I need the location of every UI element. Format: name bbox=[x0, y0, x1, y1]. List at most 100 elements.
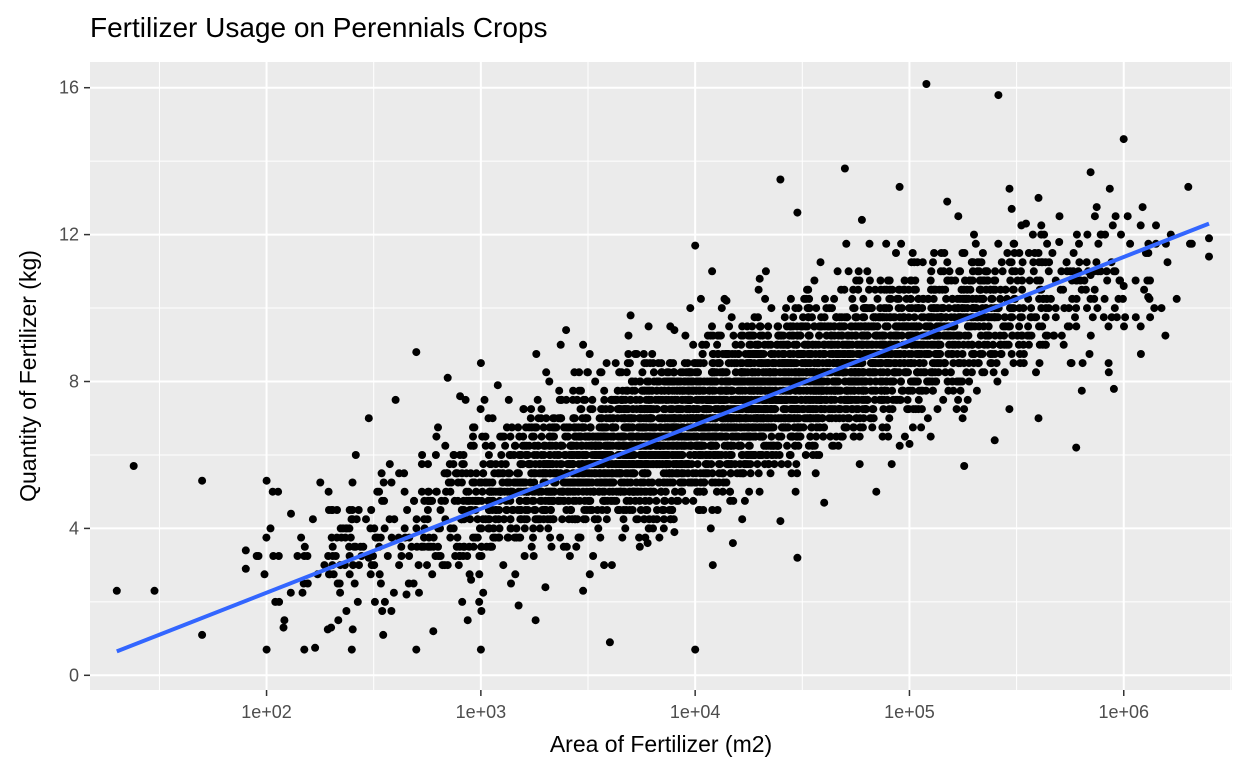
data-point bbox=[1205, 252, 1213, 261]
data-point bbox=[1082, 258, 1091, 267]
data-point bbox=[1041, 313, 1050, 322]
data-point bbox=[766, 377, 775, 386]
data-point bbox=[666, 405, 674, 414]
data-point bbox=[519, 405, 528, 414]
data-point bbox=[965, 276, 974, 285]
data-point bbox=[1009, 239, 1018, 248]
data-point bbox=[515, 496, 524, 505]
data-point bbox=[556, 414, 565, 423]
data-point bbox=[848, 294, 857, 303]
data-point bbox=[782, 304, 791, 313]
data-point bbox=[487, 460, 496, 469]
data-point bbox=[1051, 313, 1060, 322]
data-point bbox=[1034, 414, 1043, 423]
data-point bbox=[815, 451, 824, 459]
data-point bbox=[886, 331, 895, 340]
data-point bbox=[397, 542, 406, 551]
data-point bbox=[936, 359, 945, 368]
data-point bbox=[600, 561, 609, 570]
data-point bbox=[841, 313, 849, 322]
data-point bbox=[872, 487, 881, 496]
data-point bbox=[881, 359, 890, 368]
data-point bbox=[863, 395, 872, 404]
data-point bbox=[568, 515, 577, 524]
data-point bbox=[390, 515, 399, 524]
data-point bbox=[608, 414, 617, 423]
data-point bbox=[555, 386, 564, 395]
data-point bbox=[342, 607, 351, 615]
data-point bbox=[546, 506, 555, 514]
data-point bbox=[895, 313, 904, 322]
data-point bbox=[624, 350, 633, 358]
data-point bbox=[575, 368, 584, 377]
data-point bbox=[531, 423, 540, 432]
data-point bbox=[661, 414, 670, 423]
data-point bbox=[418, 451, 427, 459]
data-point bbox=[297, 533, 306, 542]
data-point bbox=[541, 583, 550, 592]
data-point bbox=[1109, 384, 1118, 393]
data-point bbox=[890, 368, 899, 377]
data-point bbox=[865, 239, 874, 248]
data-point bbox=[633, 432, 642, 441]
data-point bbox=[562, 326, 571, 335]
data-point bbox=[805, 304, 814, 313]
data-point bbox=[502, 506, 511, 514]
data-point bbox=[524, 460, 533, 469]
data-point bbox=[756, 432, 765, 441]
data-point bbox=[1104, 359, 1113, 368]
data-point bbox=[597, 414, 606, 423]
data-point bbox=[280, 616, 289, 625]
data-point bbox=[872, 331, 881, 340]
data-point bbox=[944, 386, 953, 395]
data-point bbox=[715, 386, 724, 395]
data-point bbox=[1086, 331, 1095, 340]
data-point bbox=[1055, 238, 1064, 246]
data-point bbox=[1072, 230, 1081, 239]
data-point bbox=[780, 368, 789, 377]
data-point bbox=[594, 487, 603, 496]
data-point bbox=[731, 460, 739, 469]
data-point bbox=[691, 469, 700, 478]
data-point bbox=[819, 432, 828, 441]
data-point bbox=[347, 645, 356, 654]
data-point bbox=[549, 414, 558, 423]
data-point bbox=[1057, 331, 1066, 340]
data-points bbox=[112, 80, 1213, 654]
data-point bbox=[899, 285, 908, 294]
data-point bbox=[523, 506, 532, 514]
data-point bbox=[453, 533, 462, 542]
data-point bbox=[615, 506, 624, 514]
data-point bbox=[379, 630, 388, 639]
data-point bbox=[507, 423, 516, 432]
data-point bbox=[665, 377, 674, 386]
data-point bbox=[425, 533, 433, 542]
data-point bbox=[657, 386, 666, 395]
data-point bbox=[731, 340, 740, 349]
data-point bbox=[262, 476, 271, 485]
axes: 1e+02 1e+03 1e+04 1e+05 1e+06 0 4 8 12 16 bbox=[59, 78, 1149, 722]
data-point bbox=[1078, 359, 1087, 368]
data-point bbox=[926, 432, 935, 441]
data-point bbox=[958, 294, 967, 303]
data-point bbox=[1005, 405, 1014, 414]
data-point bbox=[676, 478, 684, 487]
data-point bbox=[948, 350, 957, 358]
data-point bbox=[886, 350, 895, 358]
data-point bbox=[581, 515, 590, 524]
data-point bbox=[870, 322, 879, 331]
data-point bbox=[903, 405, 912, 414]
data-point bbox=[985, 313, 994, 322]
data-point bbox=[965, 377, 974, 386]
data-point bbox=[836, 405, 845, 414]
data-point bbox=[348, 625, 357, 634]
data-point bbox=[943, 197, 952, 206]
data-point bbox=[917, 405, 926, 414]
data-point bbox=[754, 285, 763, 294]
data-point bbox=[412, 515, 421, 524]
data-point bbox=[536, 524, 544, 533]
data-point bbox=[876, 276, 885, 285]
data-point bbox=[476, 645, 485, 654]
data-point bbox=[1161, 331, 1170, 340]
data-point bbox=[1019, 340, 1028, 349]
